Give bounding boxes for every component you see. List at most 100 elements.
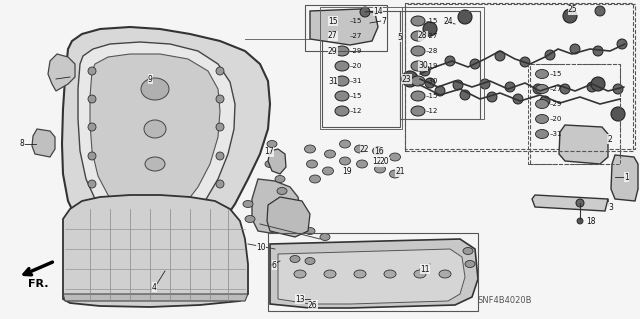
Circle shape [593,46,603,56]
Polygon shape [63,294,248,301]
Text: –27: –27 [550,86,563,92]
Text: 14: 14 [373,6,383,16]
Circle shape [545,50,555,60]
Polygon shape [268,149,286,174]
Bar [320,7,402,129]
Circle shape [495,51,505,61]
Ellipse shape [335,46,349,56]
Circle shape [560,84,570,94]
Ellipse shape [243,201,253,207]
Circle shape [435,86,445,96]
Circle shape [453,80,463,90]
Circle shape [505,82,515,92]
Circle shape [423,22,437,36]
Ellipse shape [374,165,385,173]
Text: 18: 18 [586,218,595,226]
Circle shape [470,59,480,69]
Ellipse shape [411,76,425,86]
Text: 2: 2 [607,135,612,144]
Text: 3: 3 [608,203,613,211]
Ellipse shape [463,248,473,255]
Text: –15: –15 [426,93,438,99]
Polygon shape [63,195,248,307]
Text: 4: 4 [152,283,157,292]
Text: –28: –28 [426,48,438,54]
Text: –20: –20 [350,63,362,69]
Ellipse shape [324,150,335,158]
Polygon shape [62,27,270,254]
Text: 31: 31 [328,77,338,85]
Text: 19: 19 [342,167,351,175]
Ellipse shape [536,130,548,138]
Ellipse shape [323,167,333,175]
Circle shape [533,84,543,94]
Ellipse shape [536,85,548,93]
Text: 7: 7 [381,17,386,26]
Ellipse shape [536,100,548,108]
Polygon shape [90,54,220,216]
Circle shape [88,95,96,103]
Ellipse shape [414,270,426,278]
Ellipse shape [275,175,285,182]
Ellipse shape [536,115,548,123]
Polygon shape [78,42,235,231]
Text: –31: –31 [350,78,362,84]
Circle shape [88,67,96,75]
Ellipse shape [339,140,351,148]
Text: 12: 12 [372,158,381,167]
Text: –29: –29 [350,48,362,54]
Text: 27: 27 [328,32,338,41]
Bar [405,3,633,151]
Text: –27: –27 [426,33,438,39]
Circle shape [420,66,430,76]
Text: 22: 22 [360,145,369,153]
Circle shape [576,199,584,207]
Ellipse shape [411,106,425,116]
Circle shape [570,44,580,54]
Polygon shape [278,249,465,304]
Ellipse shape [145,157,165,171]
Text: –15: –15 [426,18,438,24]
Circle shape [595,6,605,16]
Polygon shape [611,155,638,201]
Circle shape [460,90,470,100]
Ellipse shape [335,61,349,71]
Text: –15: –15 [350,93,362,99]
Ellipse shape [324,270,336,278]
Text: 30: 30 [418,62,428,70]
Ellipse shape [390,170,401,178]
Text: 8: 8 [20,139,25,149]
Circle shape [577,218,583,224]
Circle shape [360,7,370,17]
Text: –19: –19 [426,63,438,69]
Ellipse shape [439,270,451,278]
Circle shape [611,107,625,121]
Polygon shape [252,179,300,233]
Ellipse shape [536,70,548,78]
Ellipse shape [280,216,290,222]
Text: –29: –29 [550,101,563,107]
Ellipse shape [354,270,366,278]
Text: 26: 26 [308,300,317,309]
Ellipse shape [411,31,425,41]
Ellipse shape [305,257,315,264]
Circle shape [88,123,96,131]
Ellipse shape [310,175,321,183]
Ellipse shape [384,270,396,278]
Ellipse shape [294,270,306,278]
Text: 11: 11 [420,264,429,273]
Polygon shape [532,195,608,211]
Text: 25: 25 [568,5,578,14]
Circle shape [540,96,550,106]
Text: 9: 9 [148,75,153,84]
Polygon shape [267,197,310,237]
Ellipse shape [265,160,275,167]
Ellipse shape [305,145,316,153]
Polygon shape [559,125,608,164]
Text: 17: 17 [264,147,274,157]
Text: 21: 21 [395,167,404,176]
Ellipse shape [290,256,300,263]
Text: 28: 28 [418,32,428,41]
Text: 10: 10 [256,242,266,251]
Ellipse shape [267,140,277,147]
